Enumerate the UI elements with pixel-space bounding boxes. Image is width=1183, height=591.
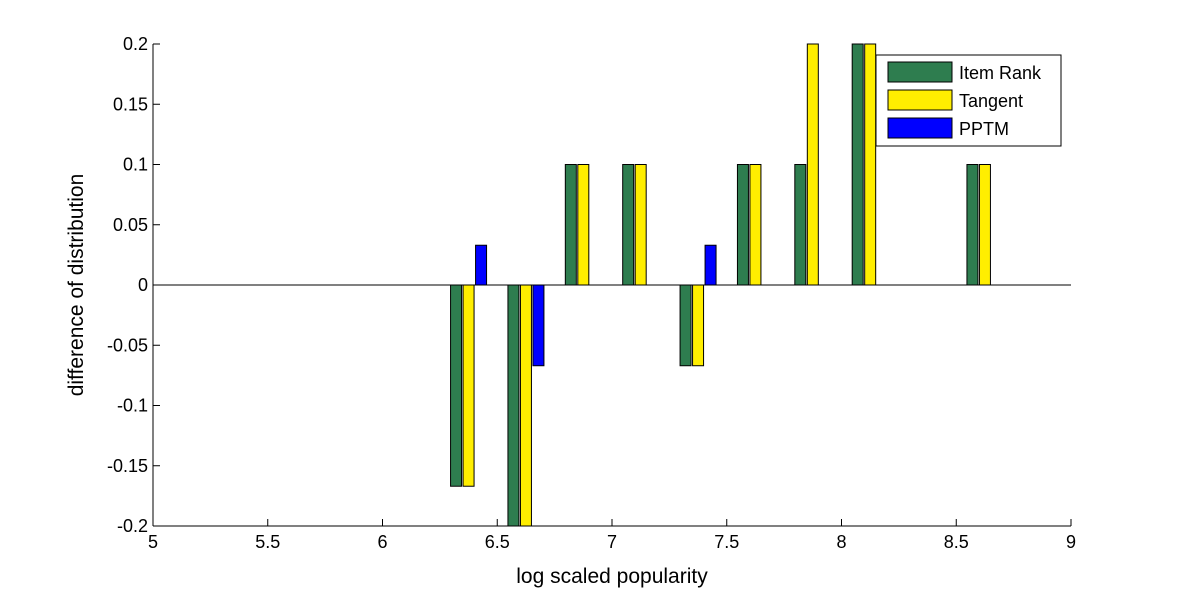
legend-label: PPTM	[959, 119, 1009, 139]
legend-swatch	[887, 89, 953, 111]
x-tick-label: 6.5	[485, 532, 510, 552]
bar-tangent	[519, 284, 532, 527]
bar-item-rank	[794, 164, 807, 286]
bar-item-rank	[450, 284, 463, 487]
y-tick-label: -0.1	[117, 396, 148, 416]
y-tick-label: 0.15	[113, 94, 148, 114]
x-axis-label: log scaled popularity	[516, 565, 708, 588]
x-tick-label: 7.5	[714, 532, 739, 552]
bar-tangent	[692, 284, 705, 367]
legend-swatch	[887, 61, 953, 83]
y-tick-label: 0.05	[113, 215, 148, 235]
legend-label: Tangent	[959, 91, 1023, 111]
bar-pptm	[475, 244, 488, 286]
y-tick-label: -0.05	[107, 335, 148, 355]
y-tick-label: 0.1	[123, 155, 148, 175]
bar-item-rank	[507, 284, 520, 527]
y-tick-label: -0.15	[107, 456, 148, 476]
x-tick-label: 5.5	[255, 532, 280, 552]
legend: Item Rank Tangent PPTM	[875, 54, 1062, 147]
x-tick-label: 9	[1066, 532, 1076, 552]
bar-item-rank	[622, 164, 635, 286]
bar-item-rank	[736, 164, 749, 286]
bar-item-rank	[966, 164, 979, 286]
bar-tangent	[749, 164, 762, 286]
legend-label: Item Rank	[959, 63, 1042, 83]
bar-tangent	[634, 164, 647, 286]
bar-item-rank	[679, 284, 692, 367]
axes: 5 5.5 6 6.5 7 7.5 8 8.5 9 -0.2 -0.15 -0.1 -0.05 0 0.05…	[107, 34, 1076, 552]
y-axis-label: difference of distribution	[65, 174, 88, 397]
y-tick-label: -0.2	[117, 516, 148, 536]
bar-item-rank	[851, 43, 864, 286]
bar-tangent	[806, 43, 819, 286]
y-tick-label: 0	[138, 275, 148, 295]
y-tick-label: 0.2	[123, 34, 148, 54]
bar-tangent	[978, 164, 991, 286]
bar-tangent	[864, 43, 877, 286]
bar-tangent	[462, 284, 475, 487]
bar-item-rank	[564, 164, 577, 286]
x-tick-label: 8	[836, 532, 846, 552]
x-tick-label: 7	[607, 532, 617, 552]
bar-pptm	[704, 244, 717, 286]
bar-tangent	[577, 164, 590, 286]
bar-pptm	[532, 284, 545, 367]
legend-swatch	[887, 117, 953, 139]
x-tick-label: 6	[377, 532, 387, 552]
x-tick-label: 8.5	[944, 532, 969, 552]
x-tick-label: 5	[148, 532, 158, 552]
